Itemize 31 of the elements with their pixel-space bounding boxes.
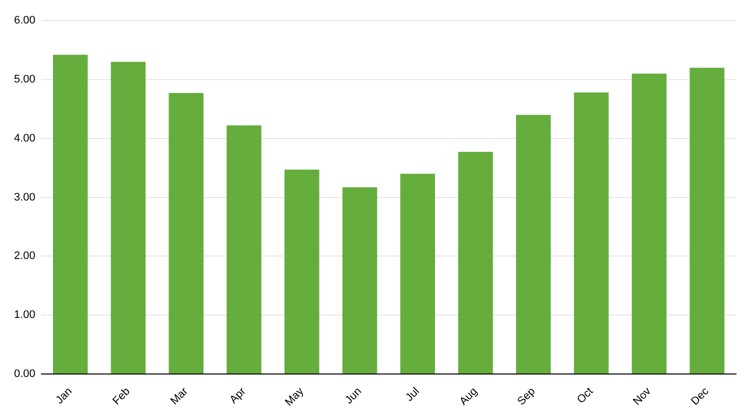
bar: [342, 187, 378, 374]
y-tick-label: 6.00: [14, 14, 36, 27]
x-tick-label: Apr: [228, 385, 248, 406]
y-tick-label: 4.00: [14, 132, 36, 144]
x-tick-label: Jan: [54, 385, 75, 406]
bar: [226, 125, 262, 374]
x-tick-label: Aug: [457, 385, 480, 408]
x-tick-label: Sep: [515, 385, 538, 408]
x-tick-label: Dec: [689, 385, 712, 408]
x-tick-label: Nov: [631, 385, 654, 408]
y-tick-label: 2.00: [14, 250, 36, 262]
x-tick-label: May: [282, 385, 306, 409]
bar: [168, 93, 204, 374]
bar: [400, 174, 436, 374]
y-tick-label: 1.00: [14, 309, 36, 322]
x-tick-label: Jun: [342, 385, 364, 406]
x-tick-label: Feb: [110, 385, 132, 408]
bar: [632, 74, 667, 374]
bar: [690, 68, 724, 374]
x-tick-label: Jul: [403, 385, 422, 404]
x-tick-label: Oct: [574, 385, 596, 406]
y-tick-label: 3.00: [14, 191, 36, 204]
bar: [110, 62, 146, 374]
bar: [516, 114, 551, 374]
y-tick-label: 5.00: [14, 74, 36, 86]
x-tick-label: Mar: [168, 385, 191, 408]
bar: [52, 54, 88, 374]
y-tick-label: 0.00: [14, 368, 36, 380]
bar: [284, 170, 320, 374]
bar: [458, 152, 493, 374]
bar: [574, 92, 609, 374]
